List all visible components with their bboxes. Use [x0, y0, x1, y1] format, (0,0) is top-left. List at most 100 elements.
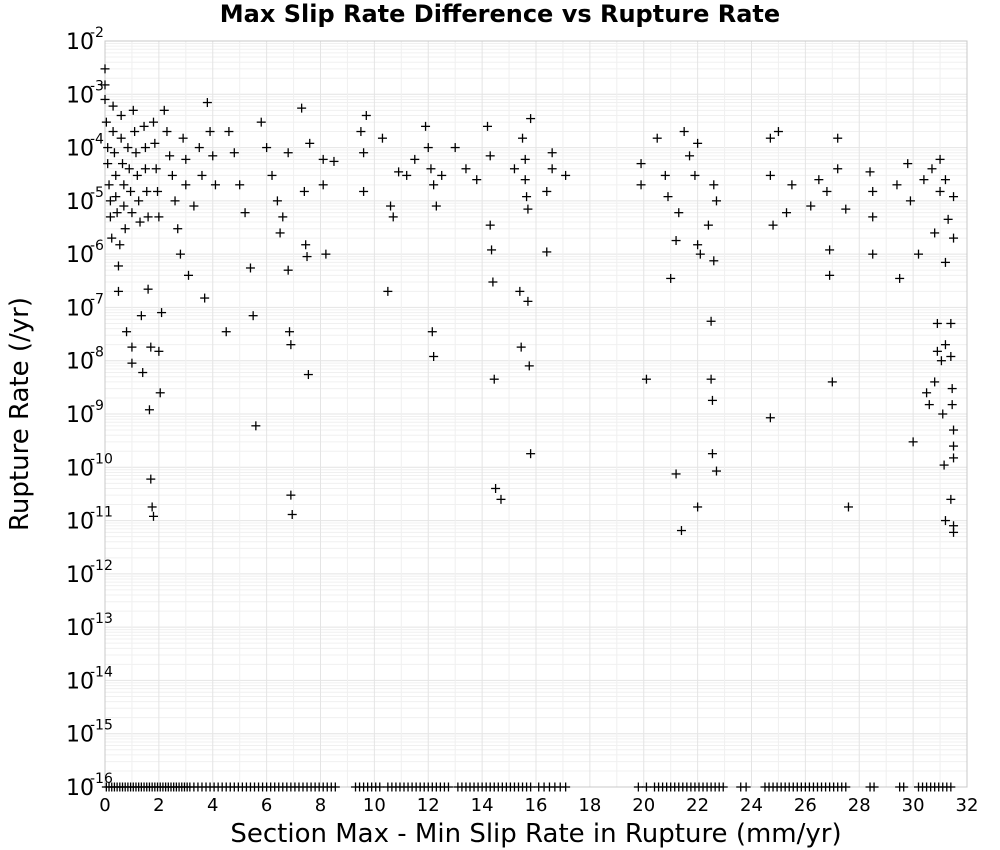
data-point — [865, 167, 875, 177]
data-point — [947, 384, 957, 394]
y-tick-exponent: -11 — [90, 505, 113, 521]
data-point — [703, 220, 713, 230]
y-tick-exponent: -5 — [90, 185, 104, 201]
data-point — [116, 133, 126, 143]
data-point — [526, 114, 536, 124]
data-point — [542, 247, 552, 257]
data-point — [120, 224, 130, 234]
data-point — [240, 208, 250, 218]
data-point — [173, 224, 183, 234]
data-point — [707, 449, 717, 459]
data-point — [426, 164, 436, 174]
data-point — [914, 249, 924, 259]
data-point — [711, 196, 721, 206]
data-point — [782, 208, 792, 218]
y-tick-exponent: -16 — [90, 771, 113, 787]
data-point — [146, 474, 156, 484]
x-tick-label: 24 — [740, 795, 763, 816]
data-point — [693, 502, 703, 512]
data-point — [868, 249, 878, 259]
y-tick-label: 10 — [66, 563, 94, 588]
x-tick-label: 8 — [315, 795, 326, 816]
data-point — [103, 159, 113, 169]
data-point — [660, 170, 670, 180]
data-point — [148, 117, 158, 127]
data-point — [329, 156, 339, 166]
data-point — [278, 212, 288, 222]
data-point — [919, 175, 929, 185]
data-point — [939, 460, 949, 470]
data-point — [825, 270, 835, 280]
y-tick-label: 10 — [66, 296, 94, 321]
data-point — [112, 208, 122, 218]
data-point — [633, 782, 643, 792]
data-point — [375, 782, 385, 792]
data-point — [107, 233, 117, 243]
data-point — [113, 261, 123, 271]
data-point — [108, 101, 118, 111]
x-tick-label: 32 — [956, 795, 979, 816]
data-point — [262, 143, 272, 153]
y-tick-exponent: -15 — [90, 718, 113, 734]
data-point — [949, 527, 959, 537]
y-tick-exponent: -7 — [90, 291, 104, 307]
data-point — [301, 240, 311, 250]
data-point — [905, 196, 915, 206]
data-point — [765, 170, 775, 180]
data-point — [526, 449, 536, 459]
data-point — [690, 170, 700, 180]
grid — [104, 40, 968, 788]
data-point — [946, 494, 956, 504]
data-point — [138, 368, 148, 378]
data-point — [202, 98, 212, 108]
data-point — [930, 228, 940, 238]
data-point — [119, 201, 129, 211]
data-point — [210, 180, 220, 190]
data-point — [157, 308, 167, 318]
data-point — [127, 208, 137, 218]
data-point — [147, 502, 157, 512]
data-point — [496, 494, 506, 504]
data-point — [825, 245, 835, 255]
data-point — [489, 374, 499, 384]
data-point — [126, 186, 136, 196]
data-point — [636, 180, 646, 190]
data-point — [868, 186, 878, 196]
data-point — [321, 249, 331, 259]
data-point — [833, 164, 843, 174]
data-point — [524, 361, 534, 371]
data-point — [943, 214, 953, 224]
data-point — [940, 516, 950, 526]
data-point — [235, 180, 245, 190]
data-point — [105, 196, 115, 206]
data-point — [128, 105, 138, 115]
data-point — [103, 143, 113, 153]
data-point — [429, 351, 439, 361]
data-point — [765, 413, 775, 423]
data-point — [359, 186, 369, 196]
data-point — [170, 196, 180, 206]
y-tick-exponent: -6 — [90, 238, 104, 254]
data-point — [410, 154, 420, 164]
data-point — [922, 388, 932, 398]
data-point — [814, 175, 824, 185]
x-tick-label: 26 — [794, 795, 817, 816]
data-point — [101, 117, 111, 127]
data-point — [940, 175, 950, 185]
data-point — [706, 374, 716, 384]
data-point — [144, 405, 154, 415]
data-point — [131, 148, 141, 158]
y-tick-label: 10 — [66, 83, 94, 108]
data-point — [109, 148, 119, 158]
data-point — [136, 311, 146, 321]
data-point — [119, 180, 129, 190]
y-tick-exponent: -14 — [90, 664, 113, 680]
data-point — [695, 249, 705, 259]
data-point — [523, 296, 533, 306]
data-point — [547, 164, 557, 174]
data-point — [123, 143, 133, 153]
y-tick-label: 10 — [66, 456, 94, 481]
data-point — [124, 164, 134, 174]
data-point — [892, 180, 902, 190]
